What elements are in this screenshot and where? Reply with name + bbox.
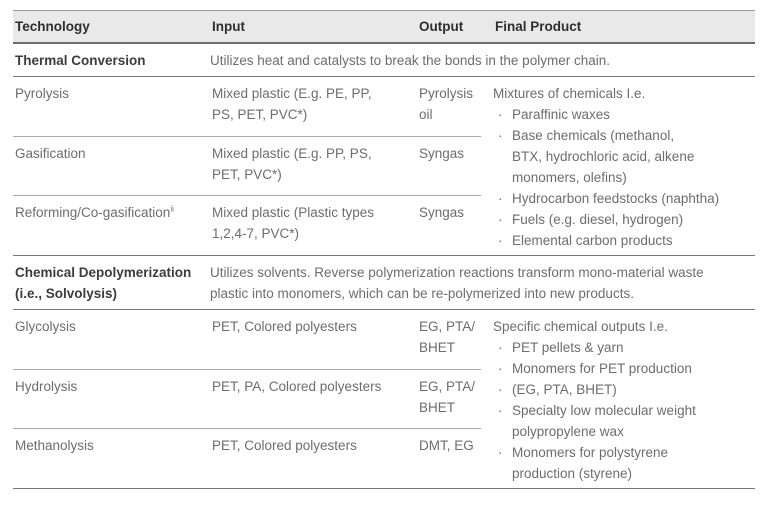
output-cell: Syngas — [419, 205, 465, 221]
bullet-text: PET pellets & yarn — [512, 340, 624, 355]
final-product-cell: Mixtures of chemicals I.e. · Paraffinic w… — [493, 77, 755, 255]
column-header-final-product: Final Product — [495, 19, 582, 34]
technology-cell-glycolysis: Glycolysis — [13, 310, 210, 370]
technology-cell-hydrolysis: Hydrolysis — [13, 370, 210, 430]
final-product-bullet: · Base chemicals (methanol, BTX, hydrochl… — [493, 125, 755, 188]
input-cell: PET, Colored polyesters — [210, 310, 417, 370]
table-header-row: Technology Input Output Final Product — [13, 10, 755, 44]
output-cell: Syngas — [417, 137, 481, 197]
bullet-text: Hydrocarbon feedstocks (naphtha) — [512, 191, 720, 206]
bullet-dot-icon: · — [498, 128, 503, 143]
bullet-dot-icon: · — [498, 445, 503, 460]
output-cell: Pyrolysis oil — [417, 77, 481, 137]
bullet-dot-icon: · — [498, 212, 503, 227]
section-body-chemical-depolymerization: Specific chemical outputs I.e. · PET pell… — [13, 310, 755, 489]
bullet-text: Monomers for PET production — [512, 361, 692, 376]
output-cell: EG, PTA/ BHET — [417, 310, 481, 370]
final-product-bullet: · Monomers for PET production — [493, 358, 755, 379]
technology-cell-methanolysis: Methanolysis — [15, 438, 94, 454]
bullet-text: Specialty low molecular weight polypropy… — [512, 403, 696, 439]
bullet-text: Monomers for polystyrene production (sty… — [512, 445, 669, 481]
section-name: Chemical Depolymerization (i.e., Solvoly… — [15, 265, 192, 301]
section-header-thermal-conversion: Thermal Conversion Utilizes heat and cat… — [13, 44, 755, 77]
final-product-bullet: · Specialty low molecular weight polyprop… — [493, 400, 755, 442]
final-product-bullet: · PET pellets & yarn — [493, 337, 755, 358]
final-product-cell: Specific chemical outputs I.e. · PET pell… — [493, 310, 755, 488]
bullet-text: Fuels (e.g. diesel, hydrogen) — [512, 212, 684, 227]
final-product-bullet: · Hydrocarbon feedstocks (naphtha) — [493, 188, 755, 209]
bullet-dot-icon: · — [498, 403, 503, 418]
section-description: Utilizes solvents. Reverse polymerizatio… — [210, 265, 704, 301]
section-header-chemical-depolymerization: Chemical Depolymerization (i.e., Solvoly… — [13, 256, 755, 310]
recycling-technologies-table: Technology Input Output Final Product Th… — [13, 10, 755, 489]
technology-cell-gasification: Gasification — [13, 137, 210, 197]
final-product-bullet: · Elemental carbon products — [493, 230, 755, 251]
column-header-input: Input — [212, 19, 245, 34]
bullet-text: (EG, PTA, BHET) — [512, 382, 617, 397]
bullet-dot-icon: · — [498, 107, 503, 122]
section-description: Utilizes heat and catalysts to break the… — [210, 53, 610, 68]
column-header-output: Output — [419, 19, 464, 34]
input-cell: Mixed plastic (Plastic types 1,2,4-7, PV… — [212, 205, 375, 242]
bullet-dot-icon: · — [498, 233, 503, 248]
bullet-text: Elemental carbon products — [512, 233, 673, 248]
input-cell: PET, PA, Colored polyesters — [210, 370, 417, 430]
output-cell: EG, PTA/ BHET — [417, 370, 481, 430]
final-product-intro: Specific chemical outputs I.e. — [493, 319, 668, 334]
input-cell: Mixed plastic (E.g. PP, PS, PET, PVC*) — [210, 137, 417, 197]
final-product-bullet: · Paraffinic waxes — [493, 104, 755, 125]
bullet-dot-icon: · — [498, 361, 503, 376]
output-cell: DMT, EG — [419, 438, 474, 454]
final-product-bullet: · Monomers for polystyrene production (st… — [493, 442, 755, 484]
final-product-bullet: · (EG, PTA, BHET) — [493, 379, 755, 400]
technology-label: Reforming/Co-gasification — [15, 205, 171, 221]
bullet-dot-icon: · — [498, 382, 503, 397]
section-name: Thermal Conversion — [15, 53, 146, 68]
input-cell: PET, Colored polyesters — [212, 438, 357, 454]
bullet-dot-icon: · — [498, 191, 503, 206]
technology-cell-pyrolysis: Pyrolysis — [13, 77, 210, 137]
bullet-text: Paraffinic waxes — [512, 107, 611, 122]
bullet-text: Base chemicals (methanol, BTX, hydrochlo… — [512, 128, 695, 185]
final-product-intro: Mixtures of chemicals I.e. — [493, 86, 646, 101]
technology-cell-reforming: Reforming/Co-gasificationii — [13, 196, 210, 255]
input-cell: Mixed plastic (E.g. PE, PP, PS, PET, PVC… — [210, 77, 417, 137]
section-body-thermal-conversion: Mixtures of chemicals I.e. · Paraffinic w… — [13, 77, 755, 256]
footnote-marker: ii — [170, 204, 174, 214]
column-header-technology: Technology — [15, 19, 90, 34]
bullet-dot-icon: · — [498, 340, 503, 355]
final-product-bullet: · Fuels (e.g. diesel, hydrogen) — [493, 209, 755, 230]
